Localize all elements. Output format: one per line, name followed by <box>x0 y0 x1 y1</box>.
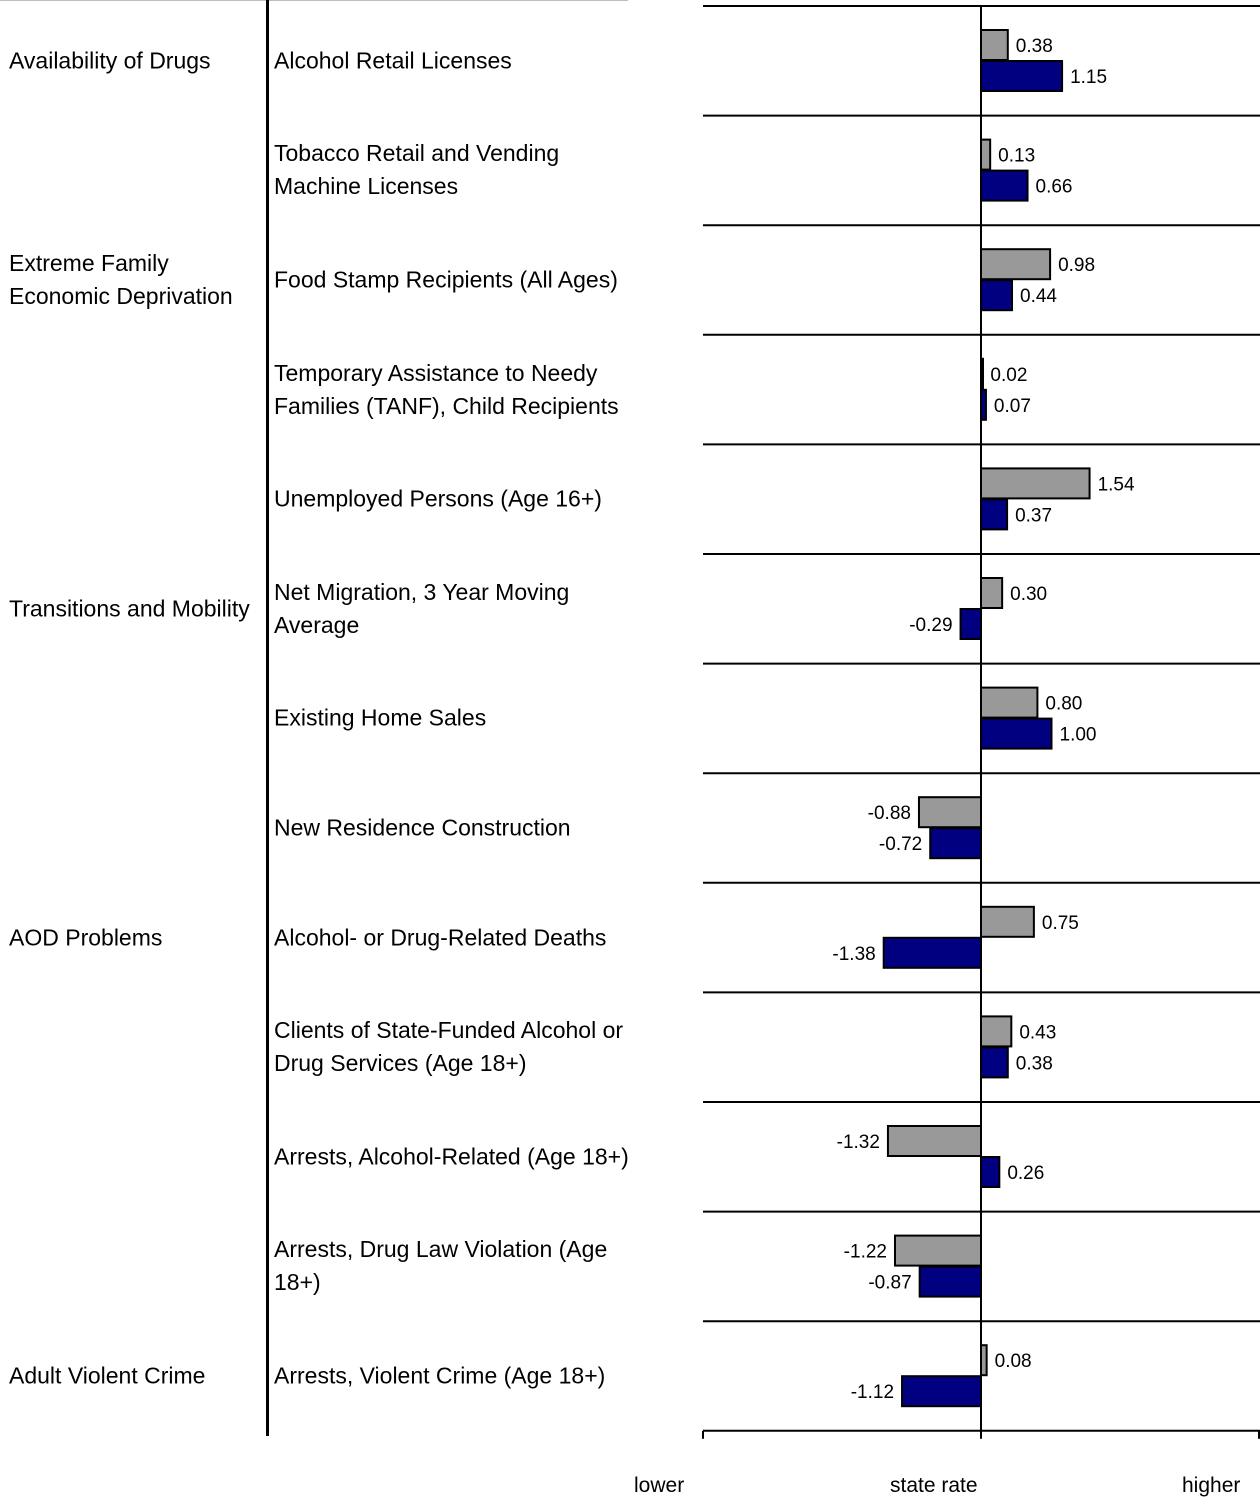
bar-series-1 <box>980 467 1091 500</box>
bar-series-2 <box>980 60 1064 92</box>
data-label: 0.08 <box>995 1351 1032 1372</box>
data-label: 0.80 <box>1045 694 1082 715</box>
indicator-label: Tobacco Retail and Vending Machine Licen… <box>274 140 560 200</box>
indicator-label: New Residence Construction <box>274 814 571 841</box>
indicator-label: Arrests, Drug Law Violation (Age 18+) <box>274 1236 608 1296</box>
bar-series-2 <box>959 608 982 640</box>
bar-series-2 <box>980 498 1009 531</box>
data-label: 0.02 <box>990 365 1027 386</box>
domain-label: Extreme Family Economic Deprivation <box>9 250 233 309</box>
bar-series-2 <box>929 827 982 860</box>
data-label: 1.54 <box>1098 474 1135 495</box>
data-label: -0.72 <box>879 834 922 855</box>
indicator-label: Temporary Assistance to Needy Families (… <box>274 359 619 419</box>
data-label: -1.12 <box>851 1382 894 1403</box>
bar-series-1 <box>980 248 1052 281</box>
top-rule <box>0 0 628 1</box>
data-label: 0.37 <box>1015 505 1052 526</box>
bar-series-1 <box>917 796 983 829</box>
data-label: 0.75 <box>1042 913 1079 934</box>
bar-series-2 <box>980 1046 1009 1079</box>
indicator-label: Existing Home Sales <box>274 704 487 731</box>
data-label: -0.29 <box>909 615 952 636</box>
bar-series-1 <box>893 1234 982 1267</box>
bar-series-2 <box>980 388 987 421</box>
data-label: 0.43 <box>1019 1022 1056 1043</box>
bar-series-1 <box>980 905 1035 938</box>
bar-series-1 <box>886 1125 982 1157</box>
data-label: -0.87 <box>868 1273 911 1294</box>
bar-series-2 <box>882 936 983 969</box>
data-label: 1.00 <box>1060 725 1097 746</box>
axis-caption-higher: higher <box>1182 1474 1241 1497</box>
indicator-label: Alcohol- or Drug-Related Deaths <box>274 924 607 951</box>
data-label: -1.38 <box>832 944 875 965</box>
data-label: 0.13 <box>998 146 1035 167</box>
bar-series-1 <box>980 1344 988 1377</box>
bar-series-2 <box>901 1375 982 1408</box>
indicator-label: Food Stamp Recipients (All Ages) <box>274 266 618 293</box>
bar-series-1 <box>980 1015 1013 1048</box>
data-label: 1.15 <box>1070 67 1107 88</box>
domain-label: Adult Violent Crime <box>9 1362 206 1389</box>
indicator-label: Net Migration, 3 Year Moving Average <box>274 578 570 638</box>
bar-series-2 <box>980 1156 1001 1188</box>
data-label: -0.88 <box>868 803 911 824</box>
bar-series-1 <box>980 357 984 390</box>
data-label: -1.32 <box>837 1132 880 1153</box>
bar-series-1 <box>980 577 1004 609</box>
data-label: 0.66 <box>1036 177 1073 198</box>
domain-label: Availability of Drugs <box>9 47 211 74</box>
data-label: 0.98 <box>1058 255 1095 276</box>
bar-series-2 <box>980 169 1029 202</box>
column-divider <box>266 0 269 1436</box>
indicator-label: Unemployed Persons (Age 16+) <box>274 485 602 512</box>
bar-series-2 <box>980 717 1053 750</box>
data-label: 0.44 <box>1020 286 1057 307</box>
data-label: 0.26 <box>1007 1163 1044 1184</box>
bar-series-1 <box>980 138 992 171</box>
data-label: 0.30 <box>1010 584 1047 605</box>
indicator-label: Clients of State-Funded Alcohol or Drug … <box>274 1017 624 1077</box>
data-label: 0.38 <box>1016 36 1053 57</box>
data-label: -1.22 <box>844 1242 887 1263</box>
axis-caption-state-rate: state rate <box>890 1474 978 1497</box>
domain-label: Transitions and Mobility <box>9 595 250 622</box>
axis-caption-lower: lower <box>634 1474 685 1497</box>
bar-series-2 <box>980 279 1014 312</box>
domain-label: AOD Problems <box>9 924 163 951</box>
indicator-label: Arrests, Alcohol-Related (Age 18+) <box>274 1143 629 1170</box>
bar-series-1 <box>980 29 1009 61</box>
bar-series-1 <box>980 686 1039 719</box>
indicator-label: Arrests, Violent Crime (Age 18+) <box>274 1362 606 1389</box>
data-label: 0.07 <box>994 396 1031 417</box>
bar-series-2 <box>918 1265 982 1298</box>
indicator-label: Alcohol Retail Licenses <box>274 47 512 74</box>
data-label: 0.38 <box>1016 1053 1053 1074</box>
